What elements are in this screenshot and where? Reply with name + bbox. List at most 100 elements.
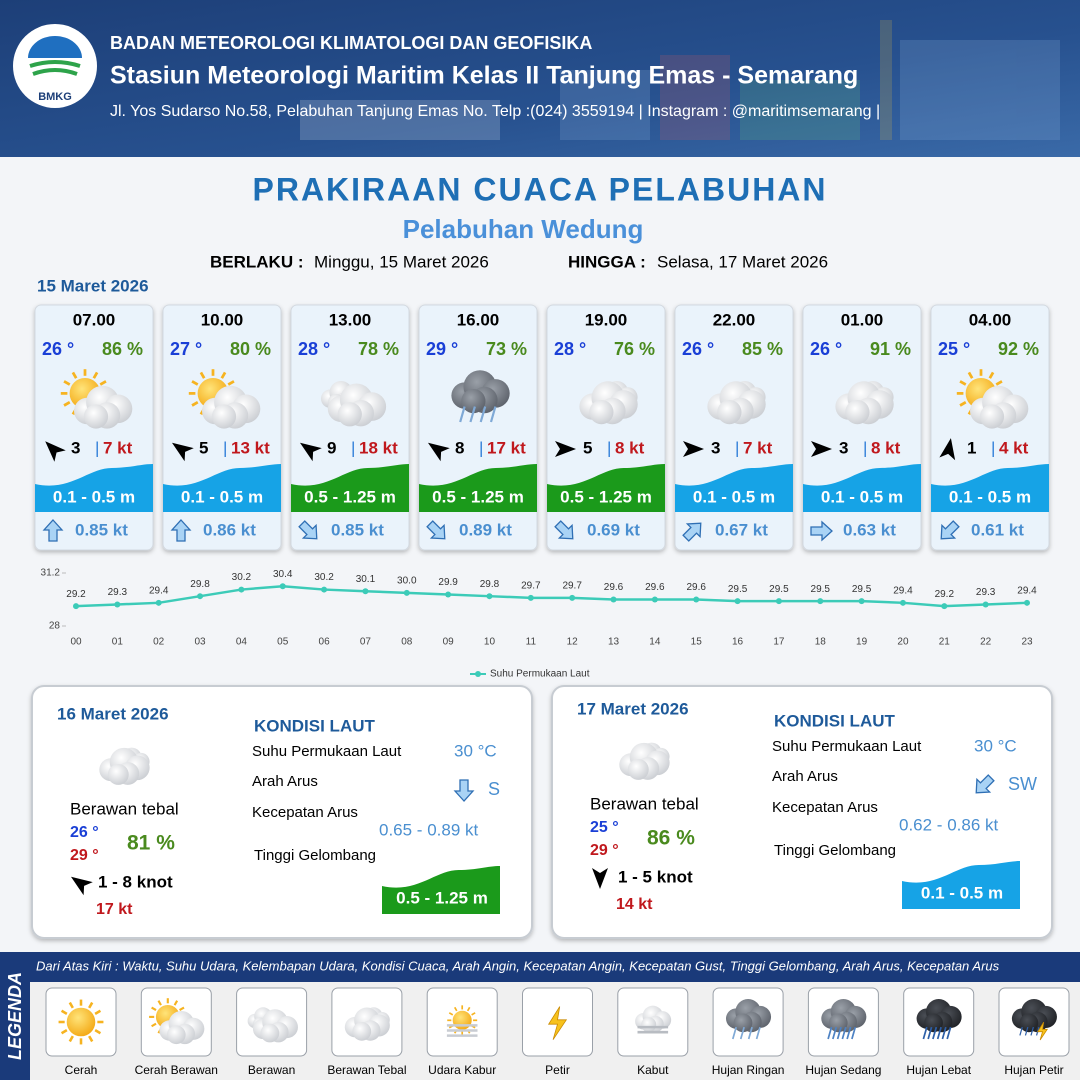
rain-drop — [489, 406, 497, 423]
sun-ray — [199, 371, 206, 379]
wave-band — [803, 464, 921, 512]
rain-drop — [832, 1026, 838, 1040]
rain-drop — [941, 1026, 947, 1040]
cloud — [327, 383, 387, 427]
slot-humidity: 86 % — [102, 339, 143, 359]
x-tick-label: 23 — [1021, 637, 1033, 648]
weather-icon — [635, 1005, 672, 1034]
x-tick-label: 14 — [649, 637, 661, 648]
day-card-box — [551, 685, 1053, 939]
wave-band — [931, 464, 1049, 512]
to-label: HINGGA : — [568, 252, 646, 271]
day-condition: Berawan tebal — [590, 794, 699, 813]
legend-item-label: Hujan Sedang — [805, 1063, 881, 1077]
wave-band — [163, 464, 281, 512]
cloud-puff — [717, 400, 742, 425]
sun-ray — [227, 380, 235, 386]
rain-drop — [827, 1026, 833, 1040]
legend-item: Hujan Ringan — [712, 987, 784, 1077]
cloud-puff — [1019, 1013, 1039, 1033]
wave-band — [419, 464, 537, 512]
weather-icon — [58, 999, 104, 1045]
sst-value-label: 29.8 — [480, 579, 500, 590]
current-arrow — [975, 774, 995, 794]
weather-icon — [579, 380, 638, 425]
rain-drop — [739, 1026, 745, 1040]
sst-value-label: 29.6 — [645, 582, 665, 593]
rain-drop — [851, 1026, 857, 1040]
sun-ray — [68, 1035, 74, 1043]
rain-drop — [841, 1026, 847, 1040]
day-condition: Berawan tebal — [70, 799, 179, 818]
sun-ray — [63, 401, 71, 407]
cloud — [916, 999, 962, 1033]
slot-wind: 3 — [71, 438, 80, 457]
slot-wind: 8 — [455, 438, 464, 457]
separator: | — [863, 438, 867, 457]
weather-icon — [188, 369, 261, 429]
sst-point — [775, 598, 782, 605]
day-humidity: 86 % — [647, 827, 695, 850]
wave-band — [291, 464, 409, 512]
sun-ray — [220, 371, 227, 379]
wind-arrow — [939, 438, 956, 461]
main-title: PRAKIRAAN CUACA PELABUHAN — [252, 171, 827, 207]
legend-item-label: Cerah — [65, 1063, 98, 1077]
wave-band — [547, 464, 665, 512]
day-date: 16 Maret 2026 — [57, 704, 169, 723]
current-arrow — [453, 779, 475, 802]
current-arrow — [426, 520, 446, 540]
slot-gust: 17 kt — [487, 438, 526, 457]
current-dir: S — [488, 779, 500, 799]
slot-current: 0.85 kt — [331, 520, 384, 539]
sun-ray — [995, 380, 1003, 386]
forecast-slot: 04.00 25 ° 92 % 1 | 4 kt 0.1 - 0.5 m 0.61 kt — [930, 304, 1050, 551]
sst-point — [693, 596, 700, 603]
sun-ray — [959, 401, 967, 407]
sst-chart: 28 31.2 29.2 29.3 29.4 29.8 30.2 30.4 30.2 30.1 30… — [41, 568, 1038, 680]
cloud-puff — [733, 1013, 753, 1033]
header-decoration — [300, 20, 1060, 140]
lightning — [547, 1006, 568, 1040]
slot-temp: 26 ° — [810, 339, 842, 359]
legend-item: Petir — [522, 987, 593, 1077]
slot-gust: 13 kt — [231, 438, 270, 457]
cloud — [159, 1010, 205, 1045]
rain-drop — [836, 1026, 842, 1040]
slot-current: 0.85 kt — [75, 520, 128, 539]
forecast-date: 15 Maret 2026 — [37, 276, 149, 295]
sst-label: Suhu Permukaan Laut — [772, 738, 922, 755]
slot-temp: 29 ° — [426, 339, 458, 359]
slot-temp: 25 ° — [938, 339, 970, 359]
slot-wind: 1 — [967, 438, 976, 457]
from-label: BERLAKU : — [210, 252, 304, 271]
current-arrow — [682, 522, 702, 542]
sun-ray — [466, 1006, 471, 1012]
wind-arrow — [592, 868, 608, 889]
sst-point — [362, 588, 369, 595]
sun-ray — [448, 1012, 454, 1016]
weather-icon — [619, 742, 670, 780]
slot-wind: 9 — [327, 438, 336, 457]
sst-point — [1024, 599, 1030, 606]
slot-temp: 26 ° — [682, 339, 714, 359]
weather-icon — [916, 999, 962, 1040]
slot-wind: 3 — [711, 438, 720, 457]
sun-ray — [63, 380, 71, 386]
legend-item-label: Berawan Tebal — [327, 1063, 406, 1077]
sst-point — [982, 601, 989, 608]
cloud — [252, 1009, 298, 1043]
sun-ray — [92, 371, 99, 379]
y-tick-label: 31.2 — [41, 568, 61, 579]
sun-ray — [179, 1006, 185, 1012]
wind-arrow — [555, 441, 576, 457]
legend-top-bar — [30, 952, 1080, 982]
sst-point — [651, 596, 658, 603]
sun-ray — [99, 380, 107, 386]
separator: | — [479, 438, 483, 457]
day-card: 16 Maret 2026 Berawan tebal 26 ° 29 ° 81 % 1 … — [31, 685, 533, 939]
sst-point — [445, 591, 452, 598]
current-arrow — [940, 520, 960, 540]
current-arrow — [170, 519, 192, 542]
sun-ray — [88, 1035, 94, 1043]
